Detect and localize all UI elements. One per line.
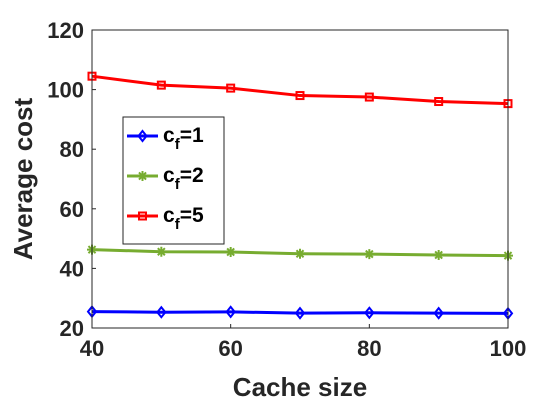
legend-label-cf2: cf=2 xyxy=(163,164,204,193)
data-point-cf1 xyxy=(364,306,375,320)
series-cf2 xyxy=(87,244,513,261)
data-point-cf5 xyxy=(156,80,166,90)
plot-area-frame xyxy=(91,29,509,329)
series-cf1 xyxy=(86,305,514,320)
data-point-cf1 xyxy=(156,305,167,319)
legend-entry-cf1: cf=1 xyxy=(127,124,204,153)
legend: cf=1 cf=2 cf=5 xyxy=(122,116,225,245)
legend-marker-cf2 xyxy=(137,171,148,181)
y-axis-label: Average cost xyxy=(8,97,38,260)
y-tick-label: 100 xyxy=(47,78,84,103)
data-point-cf1 xyxy=(225,305,236,319)
data-point-cf2 xyxy=(225,247,236,258)
legend-entry-cf5: cf=5 xyxy=(127,204,204,233)
x-tick-label: 100 xyxy=(490,336,527,361)
data-point-cf5 xyxy=(295,91,305,101)
legend-marker-cf5 xyxy=(138,211,147,221)
y-tick-label: 20 xyxy=(60,316,84,341)
data-point-cf2 xyxy=(433,249,444,260)
data-point-cf5 xyxy=(226,83,236,93)
legend-label-cf1: cf=1 xyxy=(163,124,204,153)
legend-marker-cf1 xyxy=(137,129,148,143)
legend-label-cf5: cf=5 xyxy=(163,204,204,233)
legend-entry-cf2: cf=2 xyxy=(127,164,204,193)
data-point-cf5 xyxy=(364,92,374,102)
data-point-cf2 xyxy=(156,246,167,257)
y-tick-label: 120 xyxy=(47,18,84,43)
y-tick-label: 40 xyxy=(60,256,84,281)
series-line-cf5 xyxy=(91,74,509,106)
data-point-cf5 xyxy=(434,97,444,107)
data-point-cf1 xyxy=(294,306,306,320)
x-tick-label: 80 xyxy=(357,336,381,361)
data-point-cf2 xyxy=(295,248,305,259)
series-line-cf1 xyxy=(91,310,509,315)
x-tick-label: 60 xyxy=(218,336,242,361)
y-tick-label: 60 xyxy=(60,197,84,222)
y-tick-label: 80 xyxy=(60,137,84,162)
series-cf5 xyxy=(87,71,513,109)
data-point-cf2 xyxy=(364,249,375,260)
data-point-cf1 xyxy=(433,306,444,320)
x-tick-label: 40 xyxy=(80,336,104,361)
x-axis-label: Cache size xyxy=(233,372,367,402)
